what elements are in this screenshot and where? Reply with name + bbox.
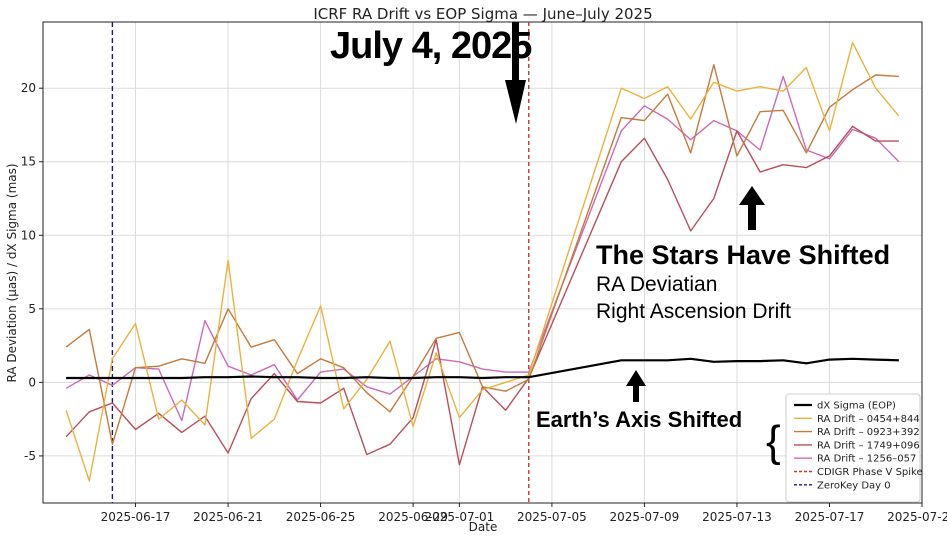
series-line <box>65 75 900 422</box>
tick-labels: 2025-06-17 2025-06-21 2025-06-25 2025-06-29… <box>21 81 947 524</box>
date-callout: July 4, 2025 <box>330 25 532 67</box>
stars-headline: The Stars Have Shifted <box>596 240 890 270</box>
legend-entry: RA Drift – 0923+392 <box>817 427 920 438</box>
x-tick-label: 2025-07-21 <box>887 510 947 524</box>
legend-entry: RA Drift – 1749+096 <box>817 440 920 451</box>
y-tick-label: 20 <box>21 81 36 95</box>
series-line <box>66 357 899 380</box>
series-line <box>65 41 900 482</box>
stars-arrow <box>739 186 765 230</box>
y-tick-label: 10 <box>21 228 36 242</box>
y-tick-label: 5 <box>28 302 36 316</box>
y-axis-label: RA Deviation (µas) / dX Sigma (mas) <box>5 163 19 382</box>
legend-entry: ZeroKey Day 0 <box>817 480 891 491</box>
x-tick-label: 2025-07-17 <box>795 510 865 524</box>
stars-subtitle-2: Right Ascension Drift <box>596 300 791 323</box>
series-lines <box>65 41 900 482</box>
x-tick-label: 2025-06-25 <box>286 510 356 524</box>
reference-lines <box>111 22 530 503</box>
chart-title: ICRF RA Drift vs EOP Sigma — June–July 2… <box>313 5 652 23</box>
y-tick-label: -5 <box>24 449 36 463</box>
legend-entry: RA Drift – 0454+844 <box>817 414 920 425</box>
date-arrow <box>505 22 526 124</box>
x-tick-label: 2025-06-21 <box>193 510 263 524</box>
x-tick-label: 2025-06-29 <box>378 510 448 524</box>
stars-subtitle-1: RA Deviatian <box>596 273 717 296</box>
earth-arrow <box>626 370 646 402</box>
x-tick-label: 2025-06-17 <box>101 510 171 524</box>
plot-frame <box>42 21 923 504</box>
x-tick-label: 2025-07-01 <box>424 510 494 524</box>
y-tick-label: 0 <box>28 375 36 389</box>
y-tick-label: 15 <box>21 155 36 169</box>
x-tick-label: 2025-07-05 <box>517 510 587 524</box>
series-line <box>65 125 899 466</box>
legend-box <box>785 393 921 503</box>
legend-entry: dX Sigma (EOP) <box>817 401 896 412</box>
legend-entry: CDIGR Phase V Spike <box>817 467 923 478</box>
x-tick-label: 2025-07-13 <box>702 510 772 524</box>
legend-entry: RA Drift – 1256–057 <box>817 454 916 465</box>
legend-brace: { <box>766 417 781 466</box>
x-tick-label: 2025-07-09 <box>610 510 680 524</box>
earth-headline: Earth’s Axis Shifted <box>536 407 742 432</box>
legend: dX Sigma (EOP) RA Drift – 0454+844 RA Drif… <box>785 393 923 503</box>
x-axis-label: Date <box>469 520 498 534</box>
series-line <box>65 63 899 445</box>
